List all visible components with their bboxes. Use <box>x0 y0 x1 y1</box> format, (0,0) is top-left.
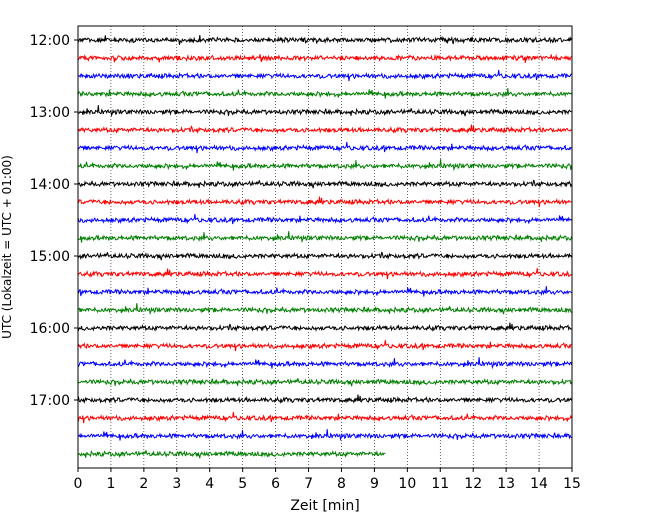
x-tick-label-6: 6 <box>271 476 280 492</box>
y-tick-label-0: 12:00 <box>30 33 70 49</box>
trace-1300 <box>77 105 572 118</box>
trace-1215 <box>77 53 572 63</box>
trace-1500 <box>77 251 572 261</box>
x-tick-label-7: 7 <box>304 476 313 492</box>
trace-1345 <box>77 159 572 172</box>
x-tick-label-15: 15 <box>563 476 581 492</box>
trace-1330 <box>77 141 572 154</box>
trace-1645 <box>77 377 572 387</box>
x-axis-label: Zeit [min] <box>290 498 359 514</box>
trace-1415 <box>77 196 572 208</box>
trace-1400 <box>77 179 572 189</box>
trace-1315 <box>77 124 572 134</box>
y-tick-label-4: 16:00 <box>30 321 70 337</box>
x-tick-label-8: 8 <box>337 476 346 492</box>
trace-1615 <box>77 339 572 352</box>
trace-1715 <box>77 411 572 424</box>
trace-1600 <box>77 322 572 332</box>
y-tick-label-3: 15:00 <box>30 249 70 265</box>
y-axis-label: UTC (Lokalzeit = UTC + 01:00) <box>0 155 14 339</box>
trace-1445 <box>77 231 572 244</box>
x-tick-label-3: 3 <box>172 476 181 492</box>
x-tick-label-11: 11 <box>431 476 449 492</box>
y-tick-label-5: 17:00 <box>30 393 70 409</box>
y-axis-ticks: 12:00 13:00 14:00 15:00 16:00 17:00 <box>30 33 78 409</box>
trace-1545 <box>77 303 572 316</box>
trace-1430 <box>77 213 572 225</box>
x-tick-label-14: 14 <box>530 476 548 492</box>
trace-1230 <box>77 69 572 82</box>
trace-1200 <box>77 34 572 45</box>
trace-1530 <box>77 286 572 297</box>
x-tick-label-13: 13 <box>497 476 515 492</box>
x-tick-label-2: 2 <box>139 476 148 492</box>
x-tick-label-1: 1 <box>106 476 115 492</box>
x-tick-label-9: 9 <box>370 476 379 492</box>
plot-frame <box>77 25 573 469</box>
trace-1515 <box>77 267 572 280</box>
trace-1730 <box>77 429 572 442</box>
trace-1745 <box>77 449 386 459</box>
x-axis-ticks: 0 1 2 3 4 5 6 7 8 9 10 11 12 13 14 15 <box>74 468 581 492</box>
trace-1700 <box>77 394 572 404</box>
x-tick-label-10: 10 <box>398 476 416 492</box>
trace-lines <box>77 34 572 459</box>
y-tick-label-2: 14:00 <box>30 177 70 193</box>
trace-1630 <box>77 357 572 370</box>
trace-1245 <box>77 88 572 99</box>
x-tick-label-4: 4 <box>205 476 214 492</box>
y-tick-label-1: 13:00 <box>30 105 70 121</box>
x-tick-label-12: 12 <box>464 476 482 492</box>
x-tick-label-0: 0 <box>74 476 83 492</box>
x-tick-label-5: 5 <box>238 476 247 492</box>
